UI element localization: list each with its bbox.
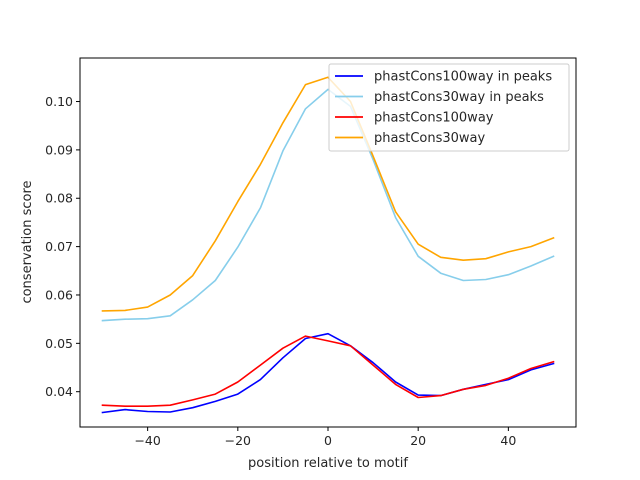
x-tick-label: −20 — [225, 433, 251, 448]
y-tick-label: 0.06 — [45, 287, 73, 302]
y-axis: 0.04 0.05 0.06 0.07 0.08 0.09 0.10 — [45, 94, 80, 399]
series-line-phastcons30way-in-peaks — [101, 88, 555, 322]
legend-label: phastCons30way — [374, 131, 486, 146]
y-tick-label: 0.09 — [45, 142, 73, 157]
series-line-phastcons100way — [101, 335, 555, 408]
x-tick-label: 20 — [410, 433, 426, 448]
legend: phastCons100way in peaks phastCons30way i… — [328, 63, 570, 152]
x-tick-label: 0 — [324, 433, 332, 448]
legend-label: phastCons30way in peaks — [374, 90, 544, 105]
y-axis-label: conservation score — [20, 180, 35, 303]
legend-box — [328, 63, 570, 152]
y-tick-label: 0.10 — [45, 94, 73, 109]
y-tick-label: 0.07 — [45, 239, 73, 254]
y-tick-label: 0.08 — [45, 191, 73, 206]
x-tick-label: 40 — [500, 433, 516, 448]
legend-label: phastCons100way in peaks — [374, 70, 552, 85]
y-tick-label: 0.04 — [45, 384, 73, 399]
y-tick-label: 0.05 — [45, 336, 73, 351]
x-tick-label: −40 — [134, 433, 160, 448]
series-line-phastcons30way — [101, 76, 555, 312]
x-axis-label: position relative to motif — [248, 456, 408, 471]
series-layer — [101, 76, 555, 414]
x-axis: −40 −20 0 20 40 — [134, 427, 516, 448]
legend-label: phastCons100way — [374, 111, 494, 126]
